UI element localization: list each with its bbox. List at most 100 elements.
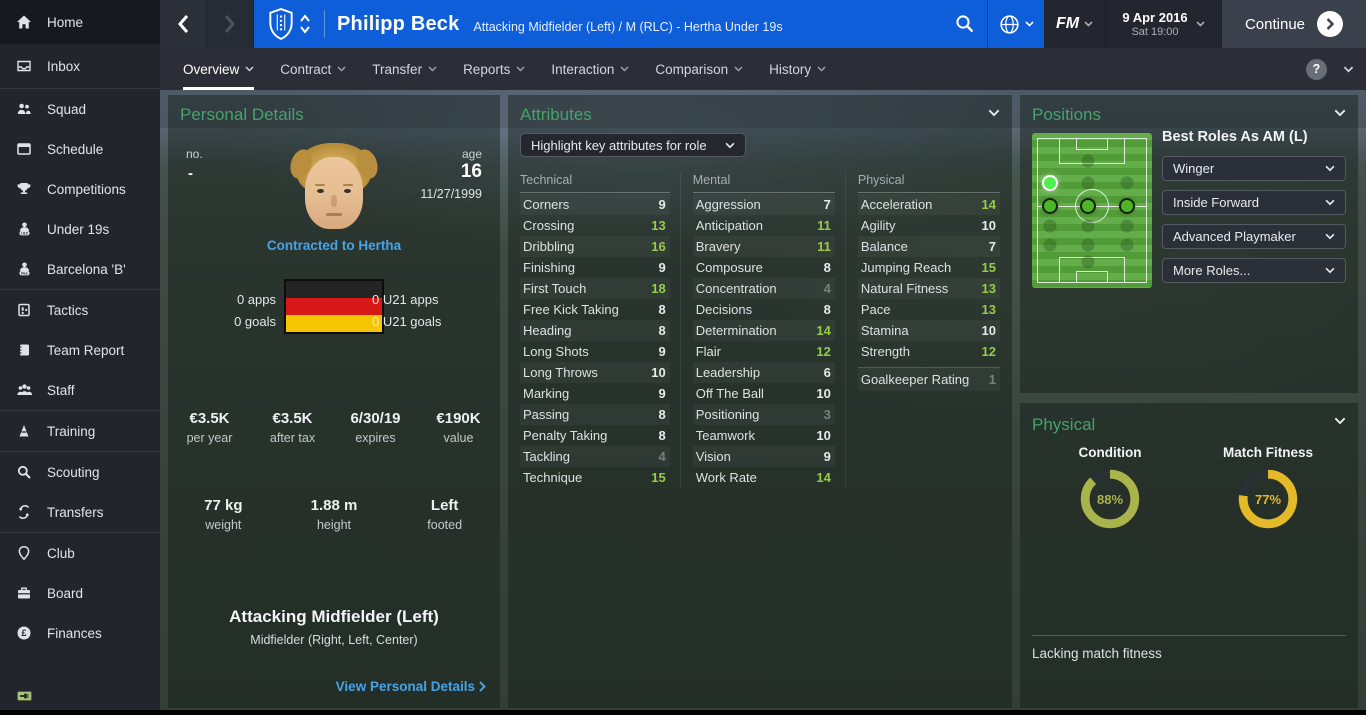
attribute-value: 3 [823, 407, 831, 422]
attribute-value: 10 [981, 323, 996, 338]
attribute-row: Positioning 3 [692, 404, 835, 425]
role-name: Advanced Playmaker [1173, 229, 1296, 244]
sidebar-item-board[interactable]: Board [0, 573, 160, 613]
sidebar-item-label: Home [47, 14, 84, 30]
collapse-panel-chevron-icon[interactable] [988, 109, 1000, 117]
sidebar-item-club[interactable]: Club [0, 533, 160, 573]
sidebar-item-finances[interactable]: £ Finances [0, 613, 160, 653]
sidebar-item-barcelona-b[interactable]: Res Barcelona 'B' [0, 249, 160, 289]
attribute-row: Off The Ball 10 [693, 383, 835, 404]
tab-overview[interactable]: Overview [183, 48, 255, 90]
attribute-row: Bravery 11 [692, 236, 835, 257]
connection-status-icon [17, 691, 32, 701]
body-stat-value: 1.88 m [310, 497, 358, 514]
collapse-tabbar-chevron-icon[interactable] [1343, 66, 1354, 73]
sidebar-item-squad[interactable]: Squad [0, 89, 160, 129]
tab-comparison[interactable]: Comparison [655, 48, 743, 90]
sidebar-item-staff[interactable]: Staff [0, 370, 160, 410]
chevron-down-icon [1084, 21, 1093, 27]
attribute-value: 7 [988, 239, 996, 254]
attribute-label: Jumping Reach [860, 260, 952, 275]
attribute-label: Free Kick Taking [523, 302, 619, 317]
sidebar-item-tactics[interactable]: Tactics [0, 290, 160, 330]
attribute-value: 10 [981, 218, 996, 233]
sidebar-item-scouting[interactable]: Scouting [0, 452, 160, 492]
body-stat-value: Left [430, 497, 459, 514]
content-area: Personal Details no. - age 16 11/27/1999… [160, 90, 1366, 715]
column-header: Physical [857, 173, 1000, 193]
attribute-row: First Touch 18 [520, 278, 670, 299]
attribute-label: Passing [523, 407, 570, 422]
chevron-down-icon [1325, 199, 1335, 206]
role-dropdown[interactable]: More Roles... [1162, 258, 1346, 283]
sidebar-item-training[interactable]: Training [0, 411, 160, 451]
help-button[interactable]: ? [1306, 58, 1327, 80]
role-dropdown[interactable]: Winger [1162, 156, 1346, 181]
tab-interaction[interactable]: Interaction [551, 48, 629, 90]
tab-history[interactable]: History [769, 48, 826, 90]
attribute-value: 13 [981, 302, 996, 317]
transfers-icon [14, 504, 34, 520]
attribute-row: Decisions 8 [693, 299, 835, 320]
attribute-label: Technique [523, 470, 583, 485]
magnifier-icon [14, 464, 34, 480]
continue-button[interactable]: Continue [1222, 0, 1366, 48]
tab-reports[interactable]: Reports [463, 48, 525, 90]
search-button[interactable] [943, 0, 987, 48]
schedule-icon [14, 141, 34, 157]
contract-figure: €3.5K after tax [251, 410, 334, 445]
contracted-club-link[interactable]: Contracted to Hertha [266, 238, 402, 253]
back-button[interactable] [160, 0, 207, 48]
sidebar-item-home[interactable]: Home [0, 0, 160, 44]
contract-summary: €3.5K per year €3.5K after tax 6/30/19 e… [168, 410, 500, 445]
technical-column: Technical Corners 9 Crossing 13 Dribblin… [520, 173, 670, 488]
date-selector[interactable]: 9 Apr 2016 Sat 19:00 [1106, 0, 1222, 48]
attribute-value: 14 [816, 470, 831, 485]
tab-transfer[interactable]: Transfer [372, 48, 437, 90]
sidebar-item-inbox[interactable]: Inbox [0, 44, 160, 88]
body-stat-label: height [316, 518, 352, 532]
attribute-row: Jumping Reach 15 [858, 257, 1000, 278]
sidebar-item-competitions[interactable]: Competitions [0, 169, 160, 209]
world-button[interactable] [988, 0, 1044, 48]
finances-icon: £ [14, 625, 34, 641]
club-crest-selector[interactable] [254, 8, 320, 40]
highlight-attributes-dropdown[interactable]: Highlight key attributes for role [520, 133, 746, 157]
sidebar-item-under-19s[interactable]: U19 Under 19s [0, 209, 160, 249]
sidebar-item-schedule[interactable]: Schedule [0, 129, 160, 169]
chevron-down-icon [1325, 267, 1335, 274]
attribute-value: 10 [816, 386, 831, 401]
match-fitness-gauge: Match Fitness 77% [1193, 445, 1343, 530]
position-pitch-map [1032, 133, 1152, 288]
date-of-birth: 11/27/1999 [420, 187, 482, 201]
attribute-label: Marking [523, 386, 570, 401]
fitness-note: Lacking match fitness [1032, 646, 1162, 661]
attribute-row: Free Kick Taking 8 [520, 299, 670, 320]
collapse-panel-chevron-icon[interactable] [1334, 109, 1346, 117]
role-dropdown[interactable]: Advanced Playmaker [1162, 224, 1346, 249]
tab-contract[interactable]: Contract [280, 48, 346, 90]
report-icon [14, 342, 34, 358]
view-personal-details-link[interactable]: View Personal Details [336, 679, 486, 694]
attribute-row: Pace 13 [858, 299, 1000, 320]
sidebar-item-transfers[interactable]: Transfers [0, 492, 160, 532]
contract-figure: €3.5K per year [168, 410, 251, 445]
role-dropdown[interactable]: Inside Forward [1162, 190, 1346, 215]
sidebar-item-team-report[interactable]: Team Report [0, 330, 160, 370]
personal-details-panel: Personal Details no. - age 16 11/27/1999… [168, 95, 500, 708]
condition-ring [1080, 469, 1140, 529]
contract-label: per year [186, 431, 233, 445]
collapse-panel-chevron-icon[interactable] [1334, 417, 1346, 425]
fm-menu-button[interactable]: FM [1044, 0, 1106, 48]
forward-button[interactable] [207, 0, 254, 48]
chevron-down-icon [245, 66, 254, 72]
attribute-value: 9 [658, 344, 666, 359]
divider [0, 410, 160, 411]
position-dot-ghost [1082, 256, 1094, 268]
attribute-label: Determination [695, 323, 777, 338]
position-dot-ghost [1082, 239, 1094, 251]
attribute-value: 9 [823, 449, 831, 464]
attribute-row: Long Throws 10 [520, 362, 670, 383]
attribute-row: Tackling 4 [520, 446, 670, 467]
chevron-down-icon [1196, 21, 1205, 27]
